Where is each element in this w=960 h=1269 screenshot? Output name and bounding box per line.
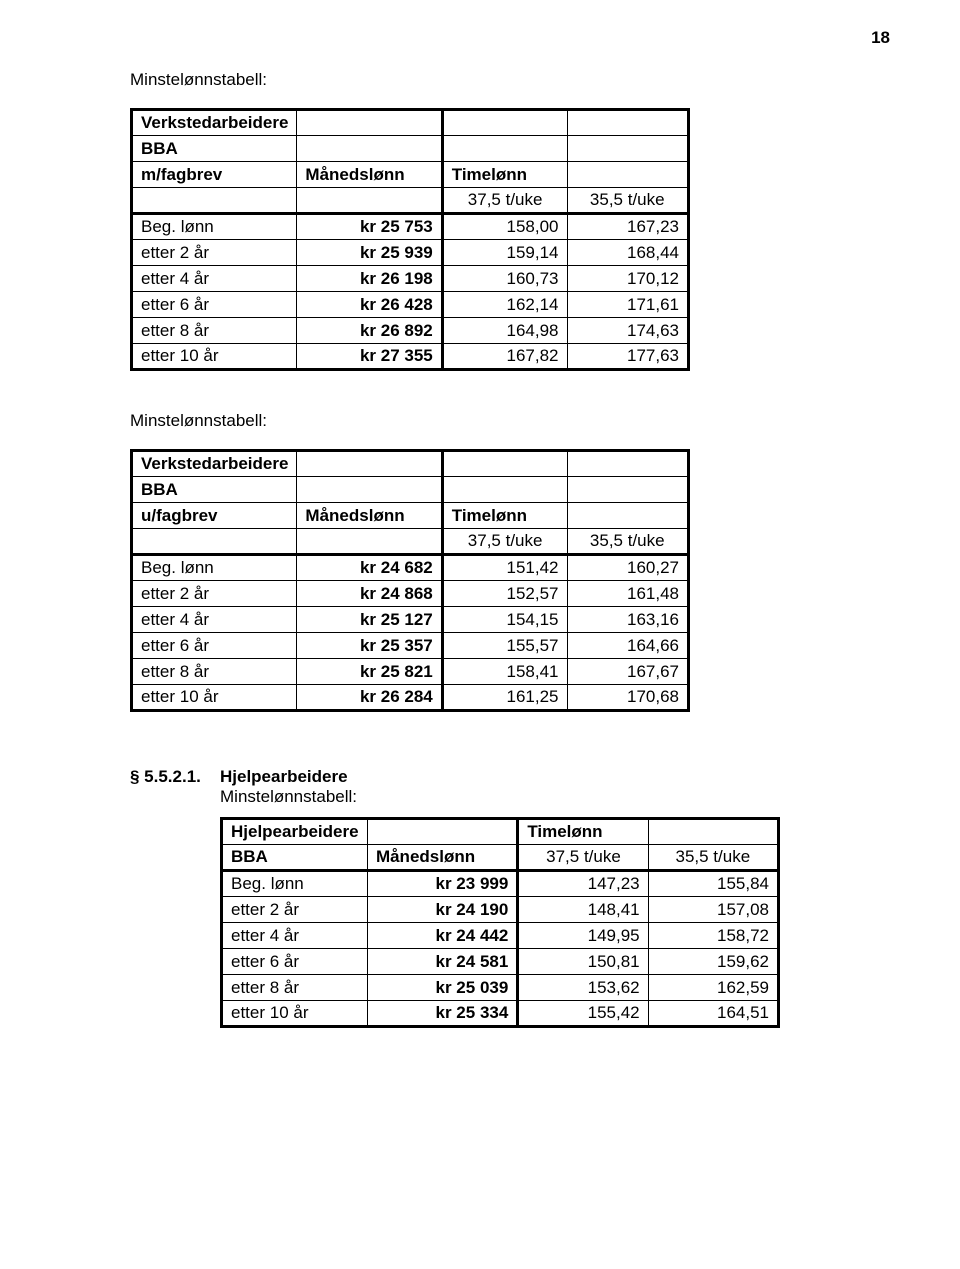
t1-h-355: 35,5 t/uke	[567, 188, 688, 214]
t1-title-3: m/fagbrev	[132, 162, 297, 188]
table-row: etter 6 år kr 26 428 162,14 171,61	[132, 292, 689, 318]
t2-h-355: 35,5 t/uke	[567, 529, 688, 555]
table-row: etter 4 år kr 24 442 149,95 158,72	[222, 923, 779, 949]
table-verkstedarbeidere-u-fagbrev: Verkstedarbeidere BBA u/fagbrev Månedslø…	[130, 449, 690, 712]
t2-h-manedslonn: Månedslønn	[297, 503, 442, 529]
section-title: Hjelpearbeidere	[220, 767, 348, 786]
page: 18 Minstelønnstabell: Verkstedarbeidere …	[0, 0, 960, 1269]
row-label: Beg. lønn	[132, 214, 297, 240]
table-row: etter 6 år kr 24 581 150,81 159,62	[222, 949, 779, 975]
t2-title-3: u/fagbrev	[132, 503, 297, 529]
t3-title-2: BBA	[222, 845, 368, 871]
section-hjelpearbeidere: § 5.5.2.1. Hjelpearbeidere Minstelønnsta…	[130, 767, 860, 807]
table-row: etter 10 år kr 25 334 155,42 164,51	[222, 1001, 779, 1027]
t1-h-375: 37,5 t/uke	[442, 188, 567, 214]
block-title-2: Minstelønnstabell:	[130, 411, 860, 431]
table-row: Beg. lønn kr 23 999 147,23 155,84	[222, 871, 779, 897]
table-row: Beg. lønn kr 25 753 158,00 167,23	[132, 214, 689, 240]
t1-h-manedslonn: Månedslønn	[297, 162, 442, 188]
row-month: kr 25 753	[297, 214, 442, 240]
table-row: etter 8 år kr 25 039 153,62 162,59	[222, 975, 779, 1001]
t1-title-2: BBA	[132, 136, 297, 162]
table-row: etter 2 år kr 24 868 152,57 161,48	[132, 581, 689, 607]
table-row: etter 8 år kr 25 821 158,41 167,67	[132, 659, 689, 685]
row-355: 167,23	[567, 214, 688, 240]
t3-title-1: Hjelpearbeidere	[222, 819, 368, 845]
table-row: etter 4 år kr 26 198 160,73 170,12	[132, 266, 689, 292]
section-subtitle: Minstelønnstabell:	[220, 787, 357, 806]
t3-h-manedslonn: Månedslønn	[367, 845, 517, 871]
t1-title-1: Verkstedarbeidere	[132, 110, 297, 136]
t2-h-timelonn: Timelønn	[442, 503, 567, 529]
table-verkstedarbeidere-m-fagbrev: Verkstedarbeidere BBA m/fagbrev Månedslø…	[130, 108, 690, 371]
block-title-1: Minstelønnstabell:	[130, 70, 860, 90]
table-row: etter 8 år kr 26 892 164,98 174,63	[132, 318, 689, 344]
t3-h-355: 35,5 t/uke	[648, 845, 778, 871]
table-row: etter 2 år kr 25 939 159,14 168,44	[132, 240, 689, 266]
t1-h-timelonn: Timelønn	[442, 162, 567, 188]
table-row: etter 10 år kr 26 284 161,25 170,68	[132, 685, 689, 711]
table-row: etter 6 år kr 25 357 155,57 164,66	[132, 633, 689, 659]
page-number: 18	[871, 28, 890, 48]
row-375: 158,00	[442, 214, 567, 240]
table-row: etter 4 år kr 25 127 154,15 163,16	[132, 607, 689, 633]
section-number: § 5.5.2.1.	[130, 767, 220, 807]
t3-h-timelonn: Timelønn	[518, 819, 648, 845]
table-row: Beg. lønn kr 24 682 151,42 160,27	[132, 555, 689, 581]
t2-title-2: BBA	[132, 477, 297, 503]
table-row: etter 10 år kr 27 355 167,82 177,63	[132, 344, 689, 370]
t2-h-375: 37,5 t/uke	[442, 529, 567, 555]
t3-h-375: 37,5 t/uke	[518, 845, 648, 871]
table-hjelpearbeidere: Hjelpearbeidere Timelønn BBA Månedslønn …	[220, 817, 780, 1028]
t2-title-1: Verkstedarbeidere	[132, 451, 297, 477]
table-row: etter 2 år kr 24 190 148,41 157,08	[222, 897, 779, 923]
